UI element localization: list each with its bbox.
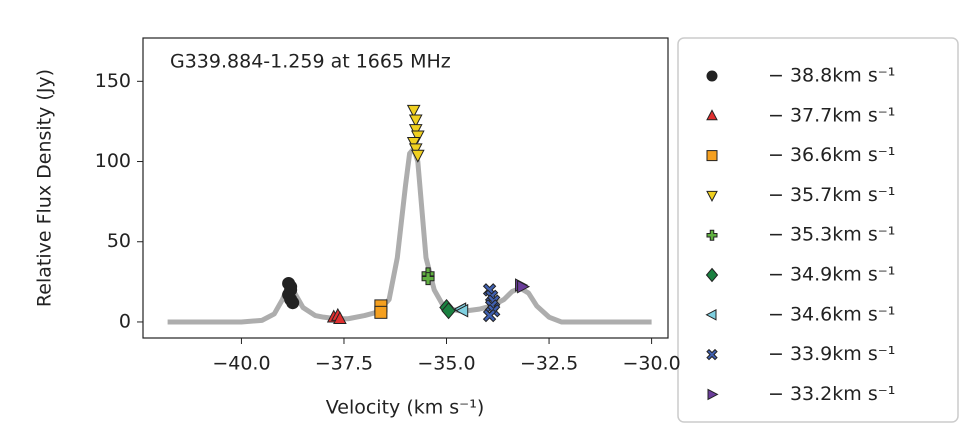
legend-marker (706, 190, 718, 202)
data-point (455, 303, 469, 318)
x-tick-label: −32.5 (520, 353, 578, 375)
legend-marker (705, 267, 719, 283)
legend-marker (705, 308, 717, 321)
x-tick-label: −30.0 (622, 353, 680, 375)
legend-marker (707, 388, 719, 401)
legend-label: − 38.8km s⁻¹ (768, 65, 895, 87)
x-axis-label: Velocity (km s⁻¹) (326, 397, 485, 419)
data-point (441, 302, 456, 320)
data-point (408, 114, 423, 128)
data-point (421, 272, 435, 286)
data-point (406, 104, 421, 118)
y-axis-label: Relative Flux Density (Jy) (34, 69, 56, 307)
data-point (286, 296, 300, 310)
legend-marker (706, 229, 718, 241)
data-point (406, 136, 421, 150)
data-point (482, 308, 497, 323)
x-tick-label: −37.5 (315, 353, 373, 375)
y-tick-label: 0 (119, 310, 131, 332)
legend-label: − 35.7km s⁻¹ (768, 184, 895, 206)
data-point (410, 149, 425, 163)
legend-marker (706, 109, 718, 121)
spectrum-line (167, 146, 652, 325)
legend-label: − 34.6km s⁻¹ (768, 303, 895, 325)
legend-label: − 33.9km s⁻¹ (768, 343, 895, 365)
x-tick-label: −35.0 (417, 353, 475, 375)
data-point (408, 143, 423, 157)
data-point (410, 130, 425, 144)
data-point (374, 305, 388, 319)
y-tick-label: 50 (107, 230, 131, 252)
legend-label: − 33.2km s⁻¹ (768, 383, 895, 405)
legend-marker (706, 348, 718, 361)
legend-label: − 36.6km s⁻¹ (768, 144, 895, 166)
data-point (333, 311, 347, 325)
legend-label: − 34.9km s⁻¹ (768, 264, 895, 286)
y-tick-label: 100 (95, 150, 131, 172)
legend-marker (706, 150, 718, 162)
legend-box (677, 37, 959, 423)
chart-title: G339.884-1.259 at 1665 MHz (170, 51, 451, 73)
y-tick-label: 150 (95, 70, 131, 92)
data-point (408, 124, 423, 138)
legend-label: − 35.3km s⁻¹ (768, 224, 895, 246)
legend-marker (706, 70, 718, 82)
x-tick-label: −40.0 (212, 353, 270, 375)
legend-label: − 37.7km s⁻¹ (768, 104, 895, 126)
plot-frame (142, 37, 669, 339)
data-point (517, 279, 531, 294)
